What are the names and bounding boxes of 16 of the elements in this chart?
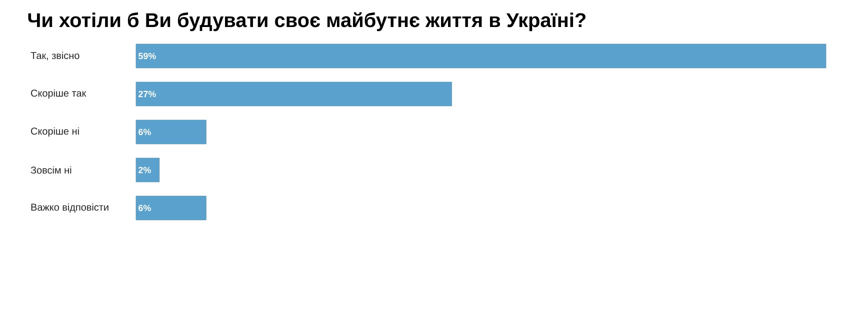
y-tick-label: Скоріше ні bbox=[31, 127, 79, 137]
y-tick-label: Так, звісно bbox=[30, 52, 80, 60]
bar bbox=[136, 120, 206, 144]
bar bbox=[136, 44, 826, 68]
data-label: 59% bbox=[138, 52, 156, 60]
data-label: 27% bbox=[138, 90, 156, 98]
data-label: 6% bbox=[138, 204, 151, 212]
data-label: 6% bbox=[138, 128, 151, 136]
bar bbox=[136, 158, 160, 182]
data-label: 2% bbox=[138, 166, 151, 174]
bar bbox=[136, 196, 206, 220]
bar bbox=[136, 82, 452, 106]
chart-title: Чи хотіли б Ви будувати своє майбутнє життя в Україні? bbox=[28, 12, 586, 32]
y-tick-label: Важко відповісти bbox=[31, 203, 108, 213]
y-tick-label: Скоріше так bbox=[31, 89, 86, 99]
y-tick-label: Зовсім ні bbox=[30, 166, 72, 174]
